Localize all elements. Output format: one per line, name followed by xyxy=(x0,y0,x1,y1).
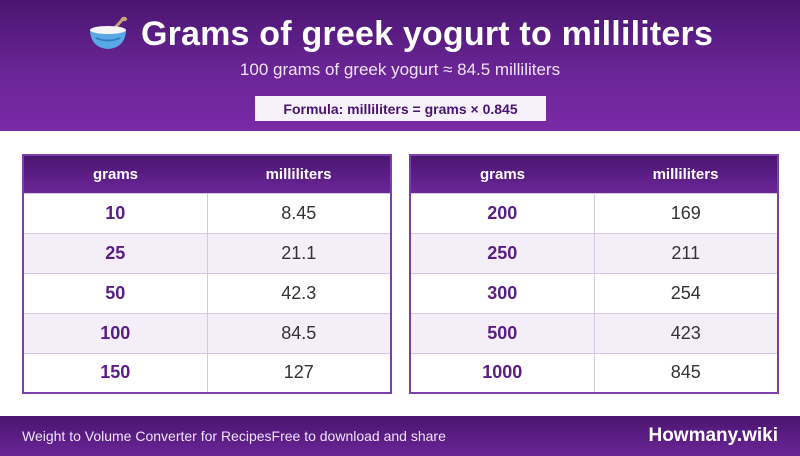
conversion-table-right: grams milliliters 200 169 250 211 300 25… xyxy=(409,154,779,394)
column-header-milliliters: milliliters xyxy=(594,155,778,193)
grams-cell: 500 xyxy=(410,312,595,353)
title-row: Grams of greek yogurt to milliliters xyxy=(0,12,800,56)
footer-brand[interactable]: Howmany.wiki xyxy=(648,425,778,446)
table-row: 100 84.5 xyxy=(23,312,391,353)
column-header-grams: grams xyxy=(410,155,594,193)
grams-cell: 150 xyxy=(23,352,208,393)
grams-cell: 250 xyxy=(410,232,595,273)
table-row: 1000 845 xyxy=(410,352,778,393)
milliliters-cell: 423 xyxy=(594,312,778,353)
milliliters-cell: 845 xyxy=(594,352,778,393)
table-row: 200 169 xyxy=(410,192,778,233)
grams-cell: 10 xyxy=(23,192,208,233)
footer-note: Free to download and share xyxy=(271,428,446,444)
grams-cell: 200 xyxy=(410,192,595,233)
column-header-milliliters: milliliters xyxy=(207,155,391,193)
page-title: Grams of greek yogurt to milliliters xyxy=(140,14,714,53)
footer-site-name: Weight to Volume Converter for Recipes xyxy=(22,428,272,444)
table-row: 50 42.3 xyxy=(23,272,391,313)
milliliters-cell: 21.1 xyxy=(207,232,391,273)
bowl-with-spoon-icon xyxy=(89,16,128,49)
table-row: 500 423 xyxy=(410,312,778,353)
formula-badge: Formula: milliliters = grams × 0.845 xyxy=(255,96,546,121)
table-row: 300 254 xyxy=(410,272,778,313)
subtitle: 100 grams of greek yogurt ≈ 84.5 millili… xyxy=(239,60,561,79)
milliliters-cell: 127 xyxy=(207,352,391,393)
grams-cell: 1000 xyxy=(410,352,595,393)
column-header-grams: grams xyxy=(23,155,207,193)
conversion-table-left: grams milliliters 10 8.45 25 21.1 50 42.… xyxy=(22,154,392,394)
table-row: 10 8.45 xyxy=(23,192,391,233)
milliliters-cell: 169 xyxy=(594,192,778,233)
table-header-row: grams milliliters xyxy=(23,155,391,193)
grams-cell: 300 xyxy=(410,272,595,313)
grams-cell: 100 xyxy=(23,312,208,353)
table-row: 25 21.1 xyxy=(23,232,391,273)
milliliters-cell: 211 xyxy=(594,232,778,273)
table-row: 150 127 xyxy=(23,352,391,393)
table-row: 250 211 xyxy=(410,232,778,273)
table-header-row: grams milliliters xyxy=(410,155,778,193)
grams-cell: 50 xyxy=(23,272,208,313)
milliliters-cell: 254 xyxy=(594,272,778,313)
footer-bar: Weight to Volume Converter for Recipes F… xyxy=(0,416,800,456)
milliliters-cell: 8.45 xyxy=(207,192,391,233)
milliliters-cell: 84.5 xyxy=(207,312,391,353)
grams-cell: 25 xyxy=(23,232,208,273)
milliliters-cell: 42.3 xyxy=(207,272,391,313)
header-banner: Grams of greek yogurt to milliliters 100… xyxy=(0,0,800,131)
